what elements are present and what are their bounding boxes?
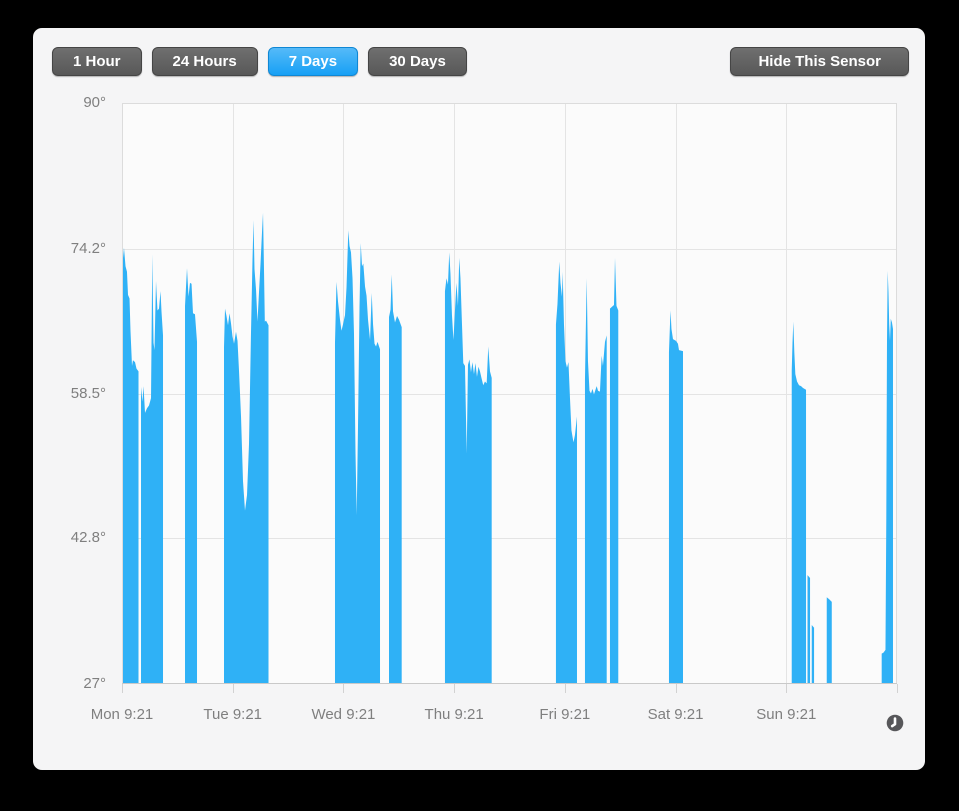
y-axis-label: 90° xyxy=(83,94,106,111)
temperature-area-chart xyxy=(122,103,898,685)
x-tick-mark xyxy=(233,684,234,693)
x-tick-mark xyxy=(676,684,677,693)
temperature-data-segment xyxy=(141,254,164,685)
x-axis-label: Tue 9:21 xyxy=(203,706,263,723)
x-axis-label: Thu 9:21 xyxy=(424,706,484,723)
temperature-data-segment xyxy=(389,274,402,684)
sensor-panel: 1 Hour 24 Hours 7 Days 30 Days Hide This Se… xyxy=(33,28,925,770)
range-button-24-hours[interactable]: 24 Hours xyxy=(151,47,258,76)
temperature-data-segment xyxy=(444,252,492,684)
x-axis-labels: Mon 9:21 Tue 9:21 Wed 9:21 Thu 9:21 Fri 9:21… xyxy=(91,704,897,726)
y-axis-label: 27° xyxy=(83,675,106,692)
x-axis-tick-marks xyxy=(122,684,898,694)
x-axis-label: Mon 9:21 xyxy=(90,706,154,723)
temperature-data-segment xyxy=(807,575,811,684)
x-tick-mark xyxy=(786,684,787,693)
temperature-data-segment xyxy=(224,212,269,684)
x-tick-mark xyxy=(343,684,344,693)
x-tick-mark xyxy=(565,684,566,693)
temperature-data-segment xyxy=(811,624,815,684)
temperature-data-segment xyxy=(334,230,381,684)
x-tick-mark xyxy=(897,684,898,693)
x-axis-label: Wed 9:21 xyxy=(311,706,376,723)
temperature-chart-plot xyxy=(122,103,898,685)
temperature-data-segment xyxy=(826,597,832,684)
temperature-data-segment xyxy=(668,310,683,684)
range-button-1-hour[interactable]: 1 Hour xyxy=(52,47,142,76)
temperature-data-segment xyxy=(881,270,893,684)
x-axis-label: Fri 9:21 xyxy=(539,706,591,723)
x-axis-label: Sun 9:21 xyxy=(756,706,817,723)
y-axis-label: 74.2° xyxy=(70,239,106,257)
y-axis-label: 42.8° xyxy=(70,529,106,547)
temperature-data-segment xyxy=(185,268,198,684)
temperature-data-segment xyxy=(791,321,807,684)
hide-this-sensor-button[interactable]: Hide This Sensor xyxy=(730,47,909,76)
x-tick-mark xyxy=(454,684,455,693)
time-range-button-group: 1 Hour 24 Hours 7 Days 30 Days xyxy=(52,47,467,76)
toolbar: 1 Hour 24 Hours 7 Days 30 Days Hide This Se… xyxy=(52,47,909,76)
x-tick-mark xyxy=(122,684,123,693)
range-button-30-days[interactable]: 30 Days xyxy=(368,47,467,76)
temperature-data-segment xyxy=(122,247,139,685)
temperature-data-segment xyxy=(555,261,577,684)
range-button-7-days[interactable]: 7 Days xyxy=(267,47,359,76)
y-axis-labels: 90° 74.2° 58.5° 42.8° 27° xyxy=(33,94,106,692)
y-axis-label: 58.5° xyxy=(70,384,106,402)
temperature-data-segment xyxy=(609,257,619,684)
clock-icon[interactable] xyxy=(886,714,904,732)
x-axis-label: Sat 9:21 xyxy=(647,706,704,723)
temperature-data-segment xyxy=(584,278,607,684)
